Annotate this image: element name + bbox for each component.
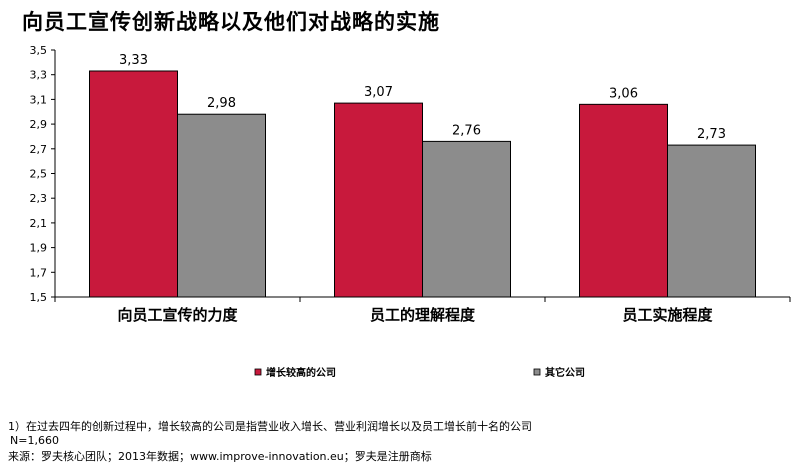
legend-label: 其它公司: [545, 366, 585, 379]
y-tick-label: 1,7: [30, 266, 48, 279]
bar-chart: 1,5 1,7 1,9 2,1 2,3 2,5 2,7 2,9 3,1 3,3 3,5 向员工宣传的力…: [30, 44, 791, 379]
x-category-label: 员工实施程度: [622, 306, 713, 324]
x-category-label: 向员工宣传的力度: [117, 306, 238, 324]
y-tick-label: 1,9: [30, 242, 48, 255]
y-tick-label: 2,1: [30, 217, 48, 230]
data-label: 3,07: [364, 85, 393, 100]
bar: [667, 144, 756, 298]
bar: [579, 103, 668, 298]
footnote-sample-size: N=1,660: [10, 434, 59, 447]
y-tick-label: 2,9: [30, 118, 48, 131]
bar: [89, 70, 178, 298]
y-tick-label: 3,5: [30, 44, 48, 57]
y-tick-label: 2,3: [30, 192, 48, 205]
chart-title: 向员工宣传创新战略以及他们对战略的实施: [22, 10, 440, 34]
y-tick-label: 1,5: [30, 291, 48, 304]
data-label: 2,76: [452, 123, 481, 138]
data-label: 3,06: [609, 86, 638, 101]
data-label: 2,73: [697, 127, 726, 142]
y-tick-label: 2,7: [30, 143, 48, 156]
data-label: 3,33: [119, 53, 148, 68]
y-tick-label: 2,5: [30, 168, 48, 181]
bar: [334, 102, 423, 298]
x-category-label: 员工的理解程度: [370, 306, 476, 324]
footnote-definition: 1）在过去四年的创新过程中，增长较高的公司是指营业收入增长、营业利润增长以及员工…: [8, 420, 532, 433]
legend-label: 增长较高的公司: [266, 366, 336, 379]
legend-swatch: [533, 368, 541, 376]
data-label: 2,98: [207, 96, 236, 111]
legend-swatch: [254, 368, 262, 376]
bar: [177, 113, 266, 298]
y-tick-label: 3,3: [30, 69, 48, 82]
y-tick-label: 3,1: [30, 93, 48, 106]
bar: [422, 140, 511, 298]
footnote-source: 来源：罗夫核心团队；2013年数据；www.improve-innovation…: [8, 450, 432, 463]
